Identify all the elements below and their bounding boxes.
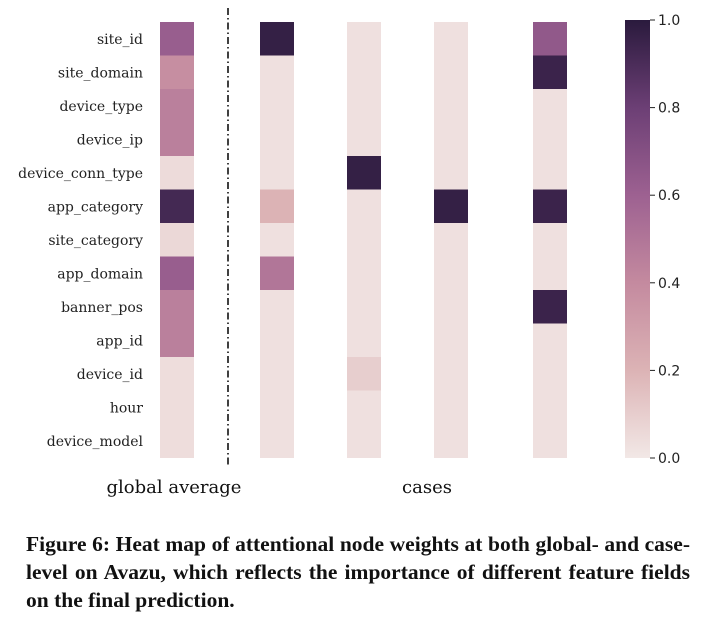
heatmap-cell-case2-app_category: [347, 189, 381, 224]
heatmap-cell-case3-site_id: [434, 22, 468, 56]
heatmap-cell-case1-hour: [260, 390, 294, 425]
heatmap-cell-case4-hour: [533, 390, 567, 425]
colorbar-tick-label-1.0: 1.0: [658, 13, 680, 29]
heatmap-cell-case3-device_model: [434, 424, 468, 458]
row-label-app_domain: app_domain: [57, 266, 143, 282]
heatmap-cell-case3-site_domain: [434, 55, 468, 90]
row-label-app_category: app_category: [48, 199, 143, 215]
colorbar-gradient: [625, 20, 650, 458]
row-labels: site_id site_domain device_type device_ipde…: [18, 32, 143, 450]
group-label-global-average: global average: [107, 477, 242, 498]
heatmap-cell-case2-site_category: [347, 223, 381, 257]
heatmap-cell-case4-app_domain: [533, 256, 567, 291]
row-label-site_id: site_id: [97, 32, 143, 48]
heatmap-cell-case1-device_id: [260, 357, 294, 391]
heatmap-cell-case2-banner_pos: [347, 290, 381, 324]
heatmap-cell-global-device_conn_type: [160, 156, 194, 190]
heatmap-cell-global-hour: [160, 390, 194, 425]
heatmap-cell-case2-hour: [347, 390, 381, 425]
heatmap-cell-global-device_type: [160, 89, 194, 123]
heatmap-cell-case3-device_conn_type: [434, 156, 468, 190]
heatmap-cell-case1-device_conn_type: [260, 156, 294, 190]
row-label-device_ip: device_ip: [77, 132, 143, 148]
row-label-banner_pos: banner_pos: [61, 300, 143, 316]
colorbar-tick-label-0.8: 0.8: [658, 101, 680, 117]
heatmap-cell-case3-device_ip: [434, 122, 468, 157]
heatmap-cell-global-app_domain: [160, 256, 194, 291]
heatmap-cell-case2-device_ip: [347, 122, 381, 157]
heatmap-cell-case4-device_id: [533, 357, 567, 391]
row-label-site_category: site_category: [48, 233, 143, 249]
heatmap-cell-case4-site_domain: [533, 55, 567, 90]
heatmap-cell-case2-device_id: [347, 357, 381, 391]
figure-caption: Figure 6: Heat map of attentional node w…: [26, 532, 690, 612]
heatmap-cell-case1-device_type: [260, 89, 294, 123]
heatmap-cell-case4-device_conn_type: [533, 156, 567, 190]
heatmap-cell-case1-app_category: [260, 189, 294, 224]
row-label-device_conn_type: device_conn_type: [18, 166, 143, 182]
heatmap-cell-case4-device_ip: [533, 122, 567, 157]
heatmap-cell-global-banner_pos: [160, 290, 194, 324]
heatmap-cell-case1-device_ip: [260, 122, 294, 157]
heatmap-cell-case2-app_domain: [347, 256, 381, 291]
heatmap-cell-case4-device_model: [533, 424, 567, 458]
row-label-device_model: device_model: [47, 434, 144, 450]
heatmap-cell-case2-device_conn_type: [347, 156, 381, 190]
heatmap-cell-case3-site_category: [434, 223, 468, 257]
colorbar-tick-label-0.6: 0.6: [658, 188, 680, 204]
group-label-cases: cases: [402, 477, 452, 498]
heatmap-cell-case1-banner_pos: [260, 290, 294, 324]
heatmap-cell-case3-device_type: [434, 89, 468, 123]
heatmap-cell-case1-app_id: [260, 323, 294, 358]
heatmap-cell-case4-site_category: [533, 223, 567, 257]
heatmap-cell-case4-site_id: [533, 22, 567, 56]
row-label-device_id: device_id: [77, 367, 143, 383]
heatmap-cell-global-device_ip: [160, 122, 194, 157]
heatmap-cell-case2-site_id: [347, 22, 381, 56]
heatmap-cell-case3-app_id: [434, 323, 468, 358]
heatmap-cell-case3-device_id: [434, 357, 468, 391]
heatmap-cell-global-site_id: [160, 22, 194, 56]
colorbar-tick-label-0.0: 0.0: [658, 451, 680, 467]
colorbar: 0.0 0.2 0.4 0.6 0.8 1.0: [625, 13, 680, 467]
heatmap-cell-global-site_domain: [160, 55, 194, 90]
group-labels: global average cases: [107, 477, 452, 498]
heatmap-cell-case3-hour: [434, 390, 468, 425]
heatmap-figure: site_id site_domain device_type device_ipde…: [18, 8, 680, 498]
heatmap-cell-case1-app_domain: [260, 256, 294, 291]
colorbar-tick-label-0.4: 0.4: [658, 276, 680, 292]
heatmap-cell-case4-banner_pos: [533, 290, 567, 324]
row-label-device_type: device_type: [59, 99, 143, 115]
row-label-site_domain: site_domain: [58, 65, 143, 81]
row-label-hour: hour: [110, 400, 143, 416]
heatmap-cell-case1-site_domain: [260, 55, 294, 90]
heatmap-cell-case4-app_id: [533, 323, 567, 358]
heatmap-cell-case1-site_category: [260, 223, 294, 257]
heatmap-cell-global-app_category: [160, 189, 194, 224]
heatmap-cell-global-device_id: [160, 357, 194, 391]
heatmap-cell-case3-app_category: [434, 189, 468, 224]
colorbar-tick-label-0.2: 0.2: [658, 363, 680, 379]
heatmap-cells: [160, 22, 567, 458]
heatmap-cell-global-app_id: [160, 323, 194, 358]
row-label-app_id: app_id: [96, 333, 143, 349]
heatmap-cell-case4-device_type: [533, 89, 567, 123]
heatmap-cell-case1-device_model: [260, 424, 294, 458]
heatmap-cell-case3-app_domain: [434, 256, 468, 291]
heatmap-cell-case4-app_category: [533, 189, 567, 224]
heatmap-cell-case2-site_domain: [347, 55, 381, 90]
heatmap-cell-case1-site_id: [260, 22, 294, 56]
heatmap-cell-case2-device_type: [347, 89, 381, 123]
heatmap-cell-global-device_model: [160, 424, 194, 458]
heatmap-cell-case2-app_id: [347, 323, 381, 358]
heatmap-cell-case3-banner_pos: [434, 290, 468, 324]
heatmap-cell-case2-device_model: [347, 424, 381, 458]
heatmap-cell-global-site_category: [160, 223, 194, 257]
